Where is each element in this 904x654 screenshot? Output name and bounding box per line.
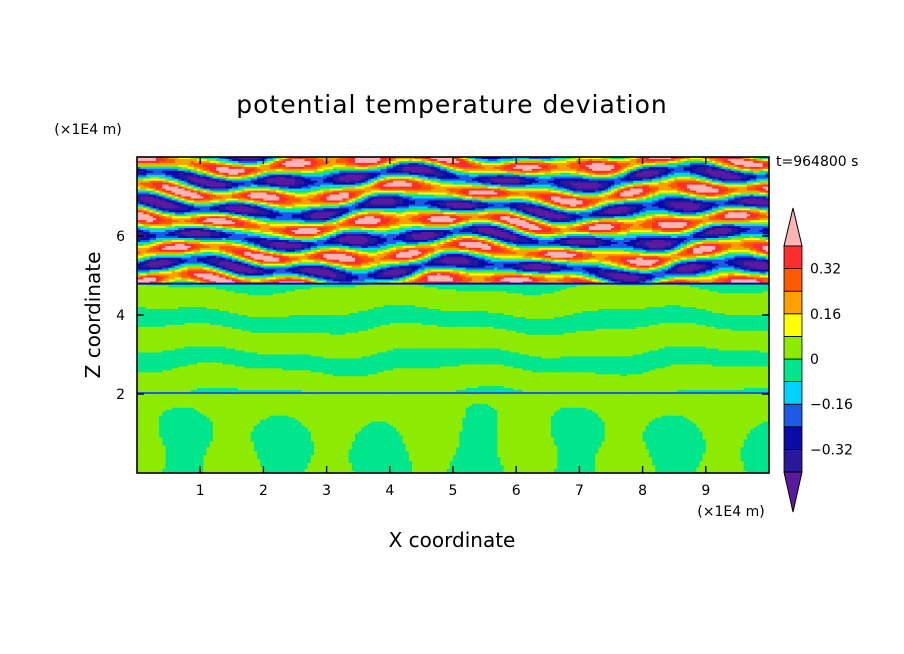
y-tick-label: 4 bbox=[116, 308, 125, 324]
time-label: t=964800 s bbox=[776, 154, 858, 170]
colorbar-segment bbox=[784, 269, 802, 292]
colorbar-segment bbox=[784, 359, 802, 382]
colorbar-segment bbox=[784, 449, 802, 472]
x-tick-label: 5 bbox=[449, 483, 458, 499]
colorbar-label: −0.16 bbox=[810, 397, 853, 413]
chart-title: potential temperature deviation bbox=[236, 90, 667, 119]
colorbar-segment bbox=[784, 404, 802, 427]
y-unit-label: (×1E4 m) bbox=[54, 122, 121, 138]
x-tick-label: 4 bbox=[385, 483, 394, 499]
colorbar-segment bbox=[784, 246, 802, 269]
x-tick-label: 1 bbox=[196, 483, 205, 499]
colorbar: 0.32 0.16 0 −0.16 −0.32 bbox=[784, 208, 853, 512]
x-unit-label: (×1E4 m) bbox=[697, 504, 764, 520]
colorbar-segment bbox=[784, 314, 802, 337]
colorbar-extend-min bbox=[784, 472, 802, 512]
x-tick-label: 6 bbox=[512, 483, 521, 499]
x-tick-label: 8 bbox=[638, 483, 647, 499]
x-tick-label: 7 bbox=[575, 483, 584, 499]
y-tick-label: 2 bbox=[116, 387, 125, 403]
colorbar-label: 0.16 bbox=[810, 307, 841, 323]
colorbar-segment bbox=[784, 291, 802, 314]
x-tick-label: 2 bbox=[259, 483, 268, 499]
colorbar-segment bbox=[784, 427, 802, 450]
colorbar-label: 0.32 bbox=[810, 262, 841, 278]
y-tick-label: 6 bbox=[116, 229, 125, 245]
x-tick-label: 9 bbox=[701, 483, 710, 499]
colorbar-segment bbox=[784, 382, 802, 405]
colorbar-label: −0.32 bbox=[810, 442, 853, 458]
x-tick-label: 3 bbox=[322, 483, 331, 499]
y-axis-label: Z coordinate bbox=[81, 252, 105, 379]
colorbar-label: 0 bbox=[810, 352, 819, 368]
colorbar-segment bbox=[784, 336, 802, 359]
colorbar-extend-max bbox=[784, 208, 802, 246]
contour-field bbox=[137, 157, 770, 474]
x-axis-label: X coordinate bbox=[389, 528, 516, 552]
